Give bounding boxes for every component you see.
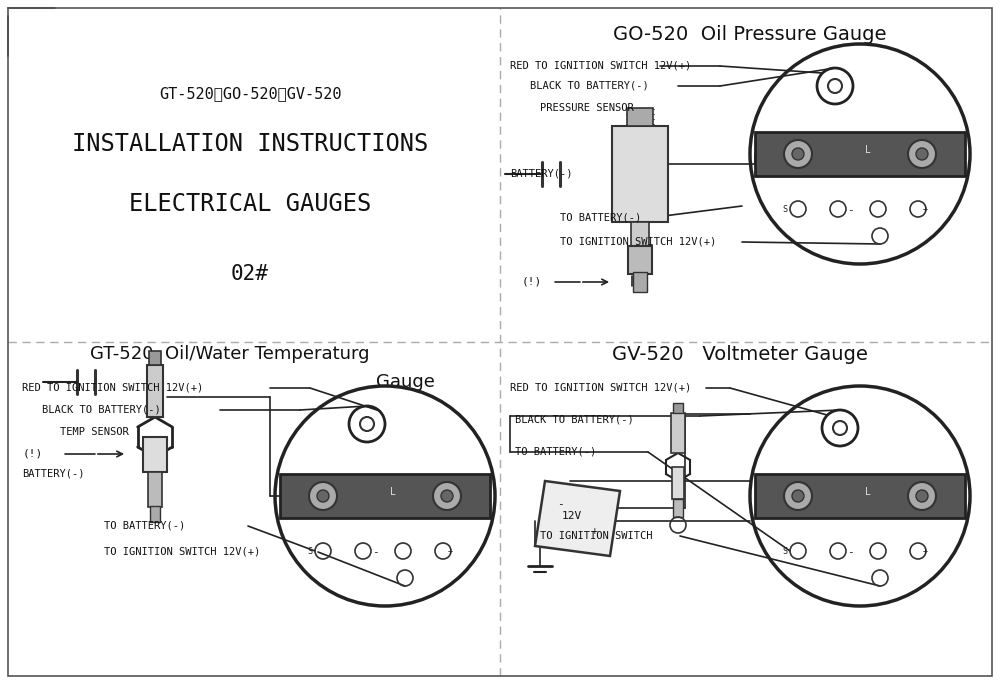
Text: L: L (865, 487, 871, 497)
Bar (280, 474, 490, 518)
Text: TO IGNITION SWITCH: TO IGNITION SWITCH (540, 531, 652, 541)
Text: TO BATTERY(-): TO BATTERY(-) (515, 447, 596, 457)
Circle shape (784, 140, 812, 168)
Circle shape (908, 140, 936, 168)
Text: GT-520、GO-520、GV-520: GT-520、GO-520、GV-520 (159, 86, 341, 101)
Text: -: - (847, 547, 853, 557)
Text: RED TO IGNITION SWITCH 12V(+): RED TO IGNITION SWITCH 12V(+) (510, 61, 691, 71)
Bar (627, 108, 653, 126)
Circle shape (317, 490, 329, 502)
Polygon shape (535, 481, 620, 556)
Text: (!): (!) (23, 449, 43, 459)
Circle shape (792, 490, 804, 502)
Bar (147, 365, 163, 417)
Text: -: - (372, 547, 378, 557)
Bar (150, 506, 160, 522)
Text: +: + (592, 526, 598, 536)
Bar (673, 403, 683, 413)
Text: GO-520  Oil Pressure Gauge: GO-520 Oil Pressure Gauge (613, 25, 887, 44)
Text: GT-520  Oil/Water Temperaturg: GT-520 Oil/Water Temperaturg (90, 345, 370, 363)
Bar (672, 467, 684, 499)
Circle shape (433, 482, 461, 510)
Text: +: + (448, 547, 452, 555)
Text: BLACK TO BATTERY(-): BLACK TO BATTERY(-) (530, 81, 649, 91)
Text: L: L (390, 487, 396, 497)
Text: TO BATTERY(-): TO BATTERY(-) (104, 521, 185, 531)
Circle shape (441, 490, 453, 502)
Bar (755, 132, 965, 176)
Text: RED TO IGNITION SWITCH 12V(+): RED TO IGNITION SWITCH 12V(+) (510, 383, 691, 393)
Text: GV-520   Voltmeter Gauge: GV-520 Voltmeter Gauge (612, 345, 868, 363)
Text: S: S (308, 547, 312, 555)
Text: BLACK TO BATTERY(-): BLACK TO BATTERY(-) (515, 415, 634, 425)
Text: RED TO IGNITION SWITCH 12V(+): RED TO IGNITION SWITCH 12V(+) (22, 383, 203, 393)
Circle shape (916, 490, 928, 502)
Text: +: + (922, 205, 928, 213)
Bar (673, 499, 683, 517)
Text: BATTERY(-): BATTERY(-) (22, 469, 84, 479)
Bar (671, 413, 685, 453)
Text: ELECTRICAL GAUGES: ELECTRICAL GAUGES (129, 192, 371, 216)
Text: 02#: 02# (231, 264, 269, 284)
Bar (148, 472, 162, 507)
Text: +: + (922, 547, 928, 555)
Text: (!): (!) (522, 277, 542, 287)
Text: L: L (865, 145, 871, 155)
Bar (612, 126, 668, 222)
Text: BATTERY(-): BATTERY(-) (510, 169, 572, 179)
Text: 12V: 12V (562, 511, 582, 521)
Text: -: - (557, 499, 563, 509)
Text: PRESSURE SENSOR: PRESSURE SENSOR (540, 103, 634, 113)
Circle shape (916, 148, 928, 160)
Text: TEMP SENSOR: TEMP SENSOR (60, 427, 129, 437)
Text: BLACK TO BATTERY(-): BLACK TO BATTERY(-) (42, 405, 161, 415)
Text: TO IGNITION SWITCH 12V(+): TO IGNITION SWITCH 12V(+) (104, 547, 260, 557)
Bar (755, 474, 965, 518)
Bar (628, 246, 652, 274)
Bar (149, 351, 161, 365)
Bar (633, 272, 647, 292)
Text: INSTALLATION INSTRUCTIONS: INSTALLATION INSTRUCTIONS (72, 132, 428, 156)
Circle shape (908, 482, 936, 510)
Bar (143, 437, 167, 472)
Circle shape (309, 482, 337, 510)
Circle shape (784, 482, 812, 510)
Text: -: - (847, 205, 853, 215)
Text: Gauge: Gauge (376, 373, 435, 391)
Text: S: S (782, 547, 788, 555)
Text: TO IGNITION SWITCH 12V(+): TO IGNITION SWITCH 12V(+) (560, 237, 716, 247)
Bar (631, 222, 649, 248)
Circle shape (792, 148, 804, 160)
Text: TO BATTERY(-): TO BATTERY(-) (560, 213, 641, 223)
Text: S: S (782, 205, 788, 213)
